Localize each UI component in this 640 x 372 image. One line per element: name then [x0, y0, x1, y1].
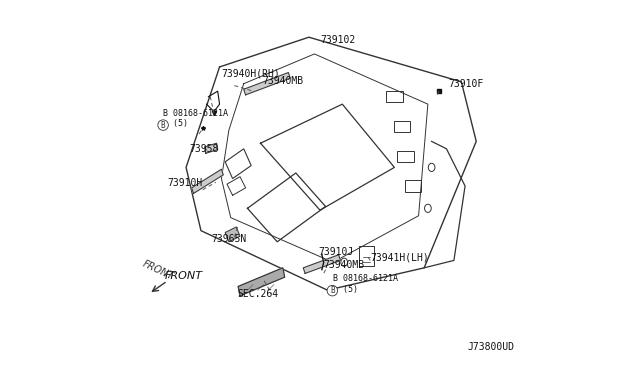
Text: FRONT: FRONT [164, 271, 202, 281]
Text: B: B [161, 121, 165, 129]
Polygon shape [303, 255, 340, 273]
Polygon shape [225, 227, 240, 242]
Polygon shape [205, 143, 218, 153]
Text: B 08168-6121A
  (5): B 08168-6121A (5) [333, 275, 398, 294]
Polygon shape [238, 268, 285, 296]
Text: FRONT: FRONT [141, 259, 175, 282]
Text: SEC.264: SEC.264 [237, 289, 278, 299]
Text: B: B [330, 286, 335, 295]
Text: 73910H: 73910H [168, 178, 203, 188]
Polygon shape [191, 169, 223, 193]
Text: J73800UD: J73800UD [467, 341, 514, 352]
Text: 739102: 739102 [320, 35, 355, 45]
Text: 73940MB: 73940MB [262, 76, 303, 86]
Text: 73958: 73958 [189, 144, 218, 154]
Text: 73941H(LH): 73941H(LH) [370, 252, 429, 262]
Polygon shape [244, 73, 291, 95]
Text: 73940MB: 73940MB [324, 260, 365, 270]
Text: 73965N: 73965N [211, 234, 246, 244]
Text: 73940H(RH): 73940H(RH) [221, 68, 280, 78]
Text: B 08168-6121A
  (5): B 08168-6121A (5) [163, 109, 228, 128]
Text: 73910J: 73910J [318, 247, 353, 257]
Text: 73910F: 73910F [449, 79, 484, 89]
